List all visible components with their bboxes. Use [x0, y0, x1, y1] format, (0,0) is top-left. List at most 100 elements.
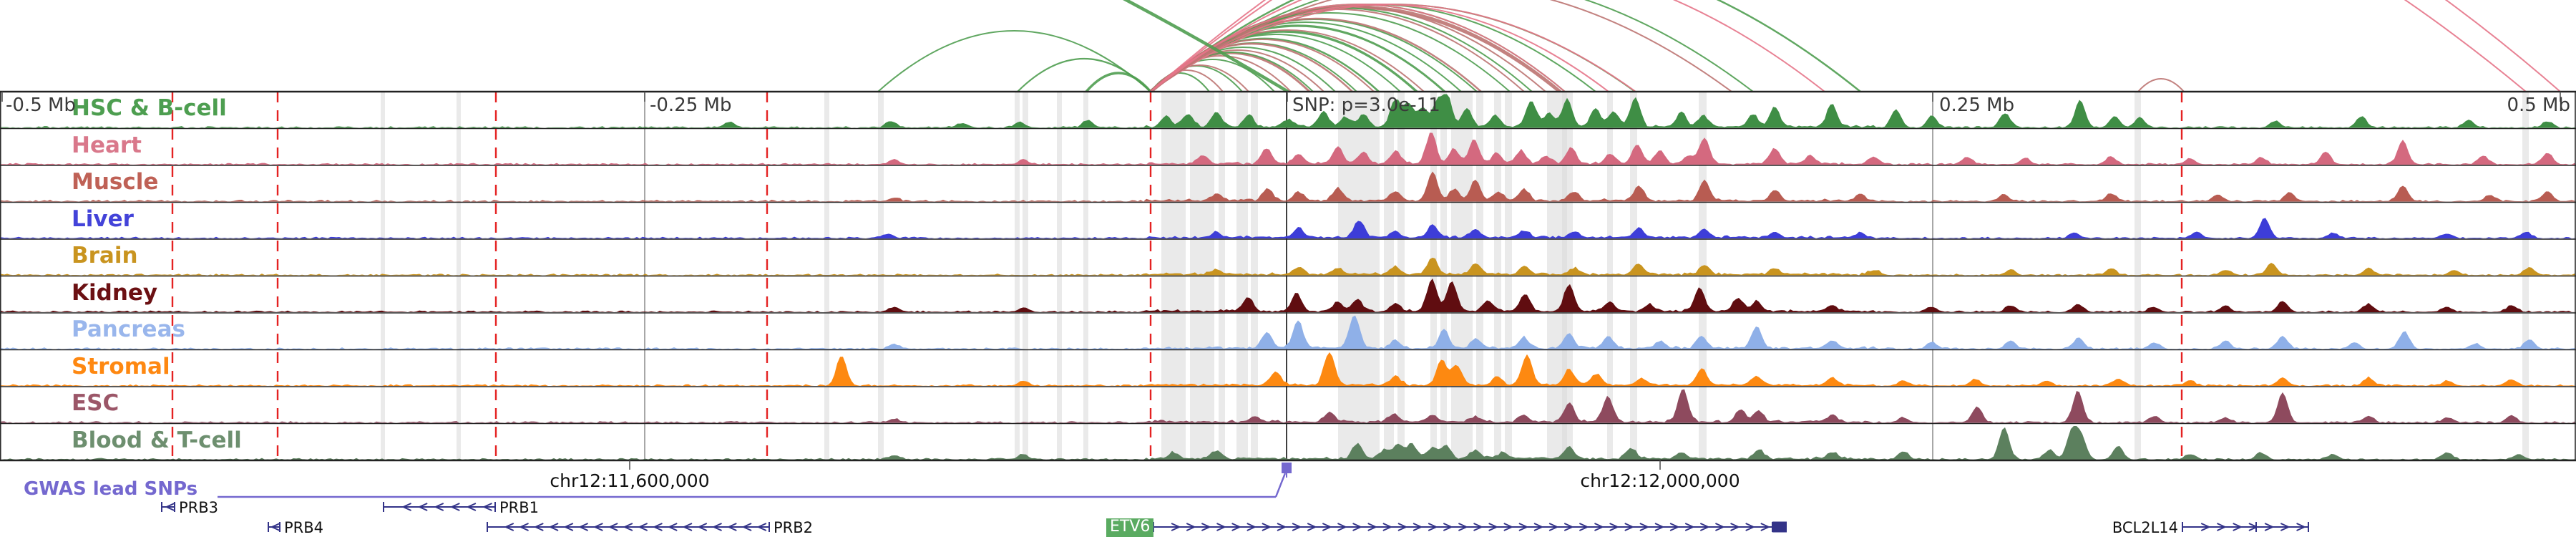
gene-direction-chevron [401, 503, 411, 511]
gene-prb3 [161, 502, 175, 512]
gene-direction-chevron [712, 523, 722, 531]
gene-direction-chevron [682, 523, 693, 531]
gene-direction-chevron [1216, 523, 1226, 531]
gene-direction-chevron [1609, 523, 1619, 531]
gene-direction-chevron [1322, 523, 1332, 531]
gene-direction-chevron [1730, 523, 1740, 531]
interaction-arc [1085, 72, 1152, 92]
gene-direction-chevron [2296, 523, 2306, 531]
track-label-pancreas: Pancreas [72, 316, 185, 342]
gene-direction-chevron [1246, 523, 1257, 531]
gene-direction-chevron [1488, 523, 1499, 531]
track-label-kidney: Kidney [72, 279, 158, 306]
gene-direction-chevron [165, 503, 175, 511]
gene-direction-chevron [1699, 523, 1710, 531]
axis-tick-label: -0.25 Mb [650, 95, 732, 116]
gene-direction-chevron [1413, 523, 1423, 531]
gene-direction-chevron [1594, 523, 1604, 531]
signal-esc [0, 389, 2576, 423]
gene-label-bcl2l14: BCL2L14 [2112, 519, 2178, 536]
interaction-arc [1122, 0, 1289, 92]
gene-direction-chevron [466, 503, 477, 511]
signal-brain [0, 257, 2576, 276]
gene-direction-chevron [1292, 523, 1302, 531]
gene-direction-chevron [2264, 523, 2275, 531]
chr-coordinate-label: chr12:12,000,000 [1580, 470, 1740, 491]
gene-direction-chevron [1548, 523, 1559, 531]
gene-direction-chevron [592, 523, 603, 531]
gene-exon-block [1772, 521, 1787, 533]
track-label-esc: ESC [72, 390, 119, 416]
gene-direction-chevron [638, 523, 648, 531]
gene-direction-chevron [1337, 523, 1347, 531]
gene-direction-chevron [1745, 523, 1756, 531]
signal-hsc-b-cell [0, 94, 2576, 128]
interaction-arc [1150, 4, 1636, 92]
gene-direction-chevron [270, 523, 280, 531]
gene-direction-chevron [1684, 523, 1695, 531]
gene-bcl2l14 [2182, 522, 2309, 532]
gene-direction-chevron [417, 503, 428, 511]
signal-stromal [0, 352, 2576, 386]
track-label-heart: Heart [72, 132, 142, 158]
gene-direction-chevron [1428, 523, 1438, 531]
axis-tick-label: 0.25 Mb [1939, 95, 2015, 116]
gene-direction-chevron [608, 523, 618, 531]
gene-direction-chevron [482, 503, 492, 511]
gene-direction-chevron [1715, 523, 1725, 531]
gene-direction-chevron [726, 523, 737, 531]
track-label-hsc-b-cell: HSC & B-cell [72, 95, 227, 121]
gene-direction-chevron [2217, 523, 2227, 531]
gene-direction-chevron [1458, 523, 1468, 531]
gene-direction-chevron [1669, 523, 1680, 531]
axis-tick-label: SNP: p=3.0e-11 [1292, 95, 1440, 116]
gene-direction-chevron [533, 523, 544, 531]
interaction-arc [1150, 0, 1732, 92]
gene-direction-chevron [1473, 523, 1483, 531]
gene-direction-chevron [1262, 523, 1272, 531]
gene-etv6 [1153, 521, 1787, 533]
track-label-stromal: Stromal [72, 353, 170, 379]
gene-label-prb4: PRB4 [284, 519, 324, 536]
signal-muscle [0, 171, 2576, 202]
gene-direction-chevron [1503, 523, 1514, 531]
interaction-arc [877, 30, 1151, 92]
gene-prb2 [487, 522, 770, 532]
gene-direction-chevron [667, 523, 678, 531]
gwas-connector-diagonal [1274, 473, 1287, 498]
gene-direction-chevron [1443, 523, 1453, 531]
gene-direction-chevron [1277, 523, 1287, 531]
gene-direction-chevron [2200, 523, 2211, 531]
interaction-arc [1150, 0, 1825, 92]
gene-prb1 [383, 502, 496, 512]
signal-blood-t-cell [0, 426, 2576, 460]
axis-tick-label: -0.5 Mb [6, 95, 76, 116]
gene-direction-chevron [697, 523, 708, 531]
gene-direction-chevron [1171, 523, 1181, 531]
gene-prb4 [268, 522, 280, 532]
gene-label-prb3: PRB3 [179, 499, 219, 516]
gene-direction-chevron [1397, 523, 1408, 531]
gene-label-prb1: PRB1 [499, 499, 540, 516]
interaction-arc [2137, 78, 2185, 92]
interaction-arc [1150, 0, 1861, 92]
signal-heart [0, 132, 2576, 165]
gene-direction-chevron [1352, 523, 1362, 531]
signal-liver [0, 218, 2576, 238]
gene-direction-chevron [1307, 523, 1317, 531]
gene-direction-chevron [1231, 523, 1242, 531]
track-label-blood-t-cell: Blood & T-cell [72, 427, 242, 453]
gene-direction-chevron [623, 523, 633, 531]
track-label-liver: Liver [72, 205, 134, 232]
gene-direction-chevron [741, 523, 752, 531]
gene-direction-chevron [578, 523, 589, 531]
gene-direction-chevron [1579, 523, 1589, 531]
gwas-snp-marker [1282, 463, 1292, 473]
gene-direction-chevron [1382, 523, 1393, 531]
gene-direction-chevron [756, 523, 767, 531]
gene-direction-chevron [519, 523, 529, 531]
gene-direction-chevron [1639, 523, 1650, 531]
gene-direction-chevron [1654, 523, 1665, 531]
gwas-lead-snps-label: GWAS lead SNPs [24, 478, 198, 500]
